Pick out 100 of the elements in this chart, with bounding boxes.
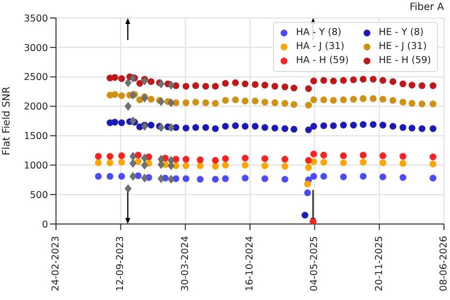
y-tick-label: 3500 — [24, 13, 48, 24]
point — [340, 159, 347, 166]
point — [430, 125, 437, 132]
point — [136, 80, 144, 87]
point — [242, 97, 249, 104]
y-tick-label: 2000 — [24, 102, 48, 113]
x-tick-label: 30-03-2024 — [180, 236, 191, 292]
point — [141, 76, 148, 86]
point — [360, 158, 367, 166]
point — [370, 76, 377, 83]
point — [261, 82, 268, 89]
point — [330, 96, 337, 104]
point — [222, 122, 229, 130]
point — [310, 77, 318, 84]
point — [182, 156, 190, 163]
point — [130, 159, 136, 168]
point — [271, 99, 278, 106]
point — [370, 121, 377, 128]
point — [350, 122, 357, 129]
point — [399, 174, 406, 182]
point — [124, 78, 132, 88]
point — [141, 174, 148, 182]
point — [340, 96, 347, 104]
point — [158, 174, 164, 184]
point — [408, 124, 416, 132]
point — [196, 162, 204, 170]
point — [360, 172, 367, 180]
point — [134, 172, 142, 180]
point — [242, 80, 249, 88]
point — [168, 123, 175, 132]
point — [252, 97, 259, 104]
point — [212, 125, 219, 132]
point — [310, 150, 318, 158]
point — [202, 124, 210, 131]
point — [261, 162, 268, 170]
point — [252, 81, 259, 88]
point — [340, 152, 347, 160]
legend-label: HA - Y (8) — [296, 26, 342, 40]
point — [118, 152, 126, 160]
point — [130, 152, 136, 161]
point — [305, 102, 312, 109]
point — [430, 82, 437, 90]
point — [232, 79, 239, 86]
x-tick-label: 24-02-2023 — [50, 236, 62, 292]
point — [242, 154, 249, 162]
point — [192, 98, 200, 106]
point — [271, 124, 278, 132]
legend-label: HE - Y (8) — [378, 26, 424, 40]
x-tick-label: 04-05-2025 — [309, 236, 320, 292]
point — [290, 84, 298, 92]
point — [118, 119, 126, 126]
point — [182, 82, 190, 90]
point — [281, 176, 288, 183]
point — [202, 82, 210, 90]
y-tick-label: 2500 — [24, 72, 48, 84]
point — [94, 172, 102, 180]
point — [124, 102, 132, 111]
point — [168, 98, 175, 108]
y-axis-title: Flat Field SNR — [2, 86, 13, 156]
point — [212, 162, 219, 170]
y-tick-label: 1500 — [24, 131, 48, 142]
x-tick-label: 12-09-2023 — [115, 236, 126, 292]
point — [379, 96, 386, 103]
point — [340, 173, 347, 180]
point — [168, 174, 175, 184]
y-tick-label: 1000 — [24, 160, 48, 172]
point — [222, 80, 229, 87]
point — [430, 100, 437, 108]
point — [148, 78, 155, 86]
point — [111, 118, 118, 126]
legend-label: HA - J (31) — [296, 40, 344, 54]
point — [305, 126, 312, 134]
point — [222, 96, 229, 104]
point — [192, 124, 200, 131]
point — [389, 122, 396, 130]
point — [399, 124, 406, 131]
point — [242, 174, 249, 182]
point — [261, 98, 268, 106]
point — [305, 156, 312, 164]
point — [281, 83, 288, 90]
y-tick-label: 500 — [30, 190, 48, 201]
point — [360, 152, 367, 159]
point — [134, 152, 142, 159]
point — [106, 172, 114, 180]
point — [281, 125, 288, 132]
point — [418, 100, 426, 108]
point — [192, 82, 200, 90]
x-tick-label: 20-11-2025 — [374, 236, 385, 292]
point — [350, 76, 357, 84]
point — [141, 154, 148, 162]
point — [340, 76, 347, 84]
point — [301, 212, 308, 219]
point — [141, 160, 148, 170]
point — [304, 189, 312, 196]
point — [130, 172, 136, 181]
point — [304, 180, 312, 188]
point — [118, 92, 126, 100]
point — [330, 77, 337, 84]
point — [310, 122, 318, 130]
point — [261, 155, 268, 162]
